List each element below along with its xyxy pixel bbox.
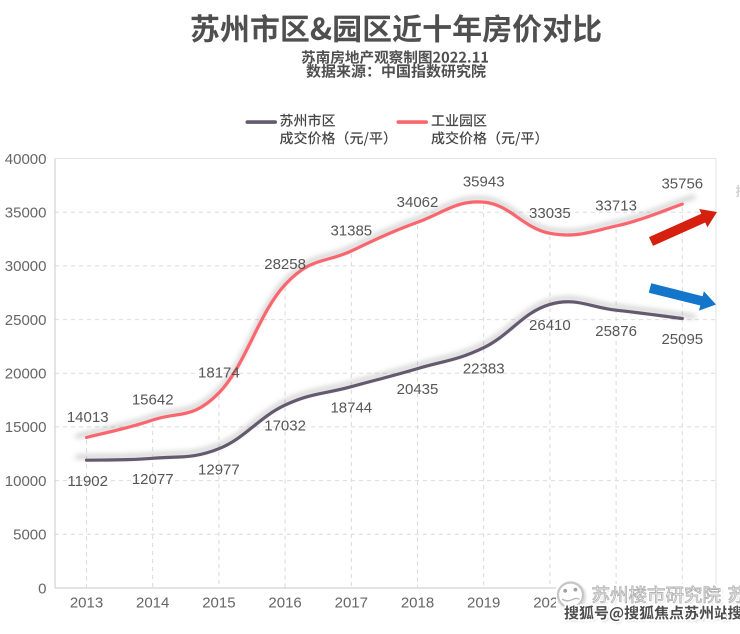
svg-text:28258: 28258: [264, 256, 306, 273]
svg-text:25876: 25876: [595, 323, 637, 340]
svg-text:22383: 22383: [463, 360, 505, 377]
svg-text:40000: 40000: [5, 151, 47, 168]
svg-text:10000: 10000: [5, 473, 47, 490]
svg-text:31385: 31385: [330, 223, 372, 240]
svg-text:35756: 35756: [661, 176, 703, 193]
svg-text:17032: 17032: [264, 418, 306, 435]
svg-text:33035: 33035: [529, 205, 571, 222]
svg-text:18744: 18744: [330, 399, 372, 416]
svg-text:2018: 2018: [401, 595, 434, 612]
svg-text:12077: 12077: [132, 471, 174, 488]
svg-text:12977: 12977: [198, 461, 240, 478]
svg-text:2019: 2019: [467, 595, 500, 612]
svg-text:2015: 2015: [202, 595, 235, 612]
svg-text:33713: 33713: [595, 198, 637, 215]
svg-text:25000: 25000: [5, 312, 47, 329]
svg-text:15642: 15642: [132, 392, 174, 409]
svg-text:20000: 20000: [5, 366, 47, 383]
svg-text:18174: 18174: [198, 365, 240, 382]
svg-text:25095: 25095: [661, 331, 703, 348]
svg-text:2014: 2014: [136, 595, 169, 612]
svg-text:35943: 35943: [463, 174, 505, 191]
svg-text:30000: 30000: [5, 258, 47, 275]
svg-text:2016: 2016: [268, 595, 301, 612]
svg-text:5000: 5000: [13, 527, 46, 544]
svg-text:34062: 34062: [397, 194, 439, 211]
svg-text:2017: 2017: [335, 595, 368, 612]
svg-text:35000: 35000: [5, 205, 47, 222]
svg-text:2013: 2013: [70, 595, 103, 612]
svg-text:11902: 11902: [67, 473, 108, 490]
svg-text:0: 0: [38, 580, 46, 597]
svg-text:14013: 14013: [67, 409, 109, 426]
svg-text:20435: 20435: [397, 381, 439, 398]
svg-text:26410: 26410: [529, 317, 571, 334]
svg-text:15000: 15000: [5, 419, 47, 436]
